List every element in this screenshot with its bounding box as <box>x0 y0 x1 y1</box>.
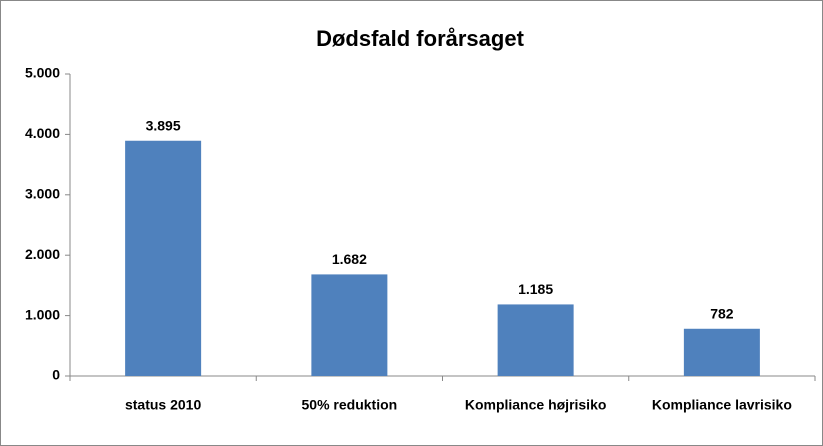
y-tick-label: 3.000 <box>25 186 60 202</box>
bar <box>125 140 202 376</box>
value-label: 782 <box>710 305 734 321</box>
y-tick-label: 0 <box>52 367 60 383</box>
bar <box>497 304 574 376</box>
x-tick-label: Kompliance højrisiko <box>465 397 607 413</box>
bar <box>683 328 760 376</box>
bar <box>311 274 388 376</box>
chart-title: Dødsfald forårsaget <box>316 26 524 51</box>
value-label: 1.185 <box>518 281 553 297</box>
x-tick-label: status 2010 <box>125 397 201 413</box>
x-tick-label: Kompliance lavrisiko <box>652 397 792 413</box>
y-tick-label: 1.000 <box>25 306 60 322</box>
y-tick-label: 2.000 <box>25 246 60 262</box>
value-label: 3.895 <box>146 117 181 133</box>
y-tick-label: 4.000 <box>25 125 60 141</box>
x-tick-label: 50% reduktion <box>302 397 398 413</box>
value-label: 1.682 <box>332 251 367 267</box>
y-tick-label: 5.000 <box>25 65 60 81</box>
